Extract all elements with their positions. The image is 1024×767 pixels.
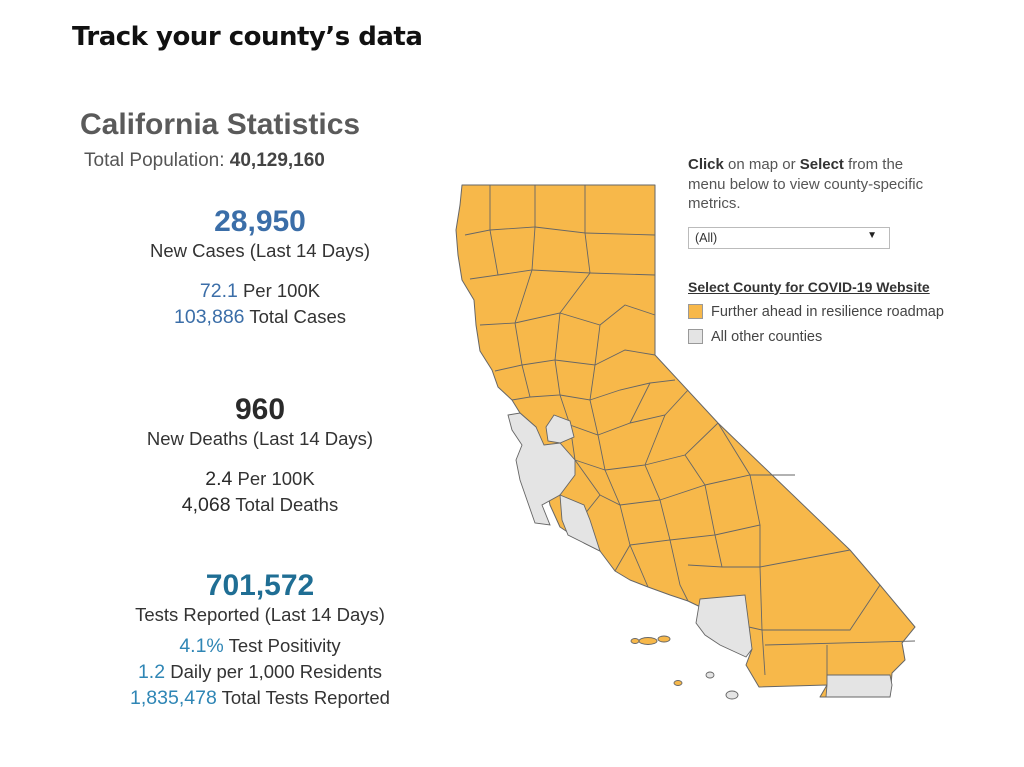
county-los-angeles[interactable] [695,594,753,658]
island-orange-4 [673,680,683,686]
new-cases-value: 28,950 [214,205,306,238]
click-keyword: Click [688,156,724,173]
deaths-per100k-value: 2.4 [205,468,233,490]
cases-per100k-value: 72.1 [199,280,238,302]
new-deaths-value: 960 [234,393,286,426]
county-sf-penin[interactable] [545,414,575,444]
california-county-map[interactable] [450,175,930,720]
stats-title: California Statistics [80,108,361,141]
county-bay-area[interactable] [507,412,576,526]
select-text: from the menu below to view county-speci… [688,156,924,212]
select-keyword: Select [799,156,844,173]
legend-item-other[interactable]: All other counties [688,329,968,345]
county-select-dropdown[interactable]: (All) ▼ [688,226,890,249]
test-positivity: 4.1% Test Positivity [100,633,420,659]
cases-per100k-label: Per 100K [242,280,321,301]
legend-title[interactable]: Select County for COVID-19 Website [688,278,930,295]
population-label: Total Population: [84,150,225,171]
deaths-block: 960 New Deaths (Last 14 Days) 2.4 Per 10… [100,393,420,518]
cases-block: 28,950 New Cases (Last 14 Days) 72.1 Per… [100,205,420,330]
cases-total-value: 103,886 [174,306,245,328]
page-title: Track your county’s data [72,22,423,52]
tests-total-value: 1,835,478 [130,687,217,709]
island-orange-1 [638,637,658,645]
deaths-per100k: 2.4 Per 100K [100,466,420,492]
legend-label-other: All other counties [711,328,823,345]
deaths-per100k-label: Per 100K [237,468,315,489]
population-value: 40,129,160 [229,150,325,171]
deaths-total: 4,068 Total Deaths [100,492,420,518]
deaths-total-value: 4,068 [181,494,231,516]
island-orange-3 [630,638,640,644]
island-gray-2 [705,671,715,679]
tests-block: 701,572 Tests Reported (Last 14 Days) 4.… [100,569,420,711]
new-deaths-label: New Deaths (Last 14 Days) [146,428,374,449]
tests-total-label: Total Tests Reported [221,687,390,708]
new-cases-label: New Cases (Last 14 Days) [149,240,371,261]
test-positivity-value: 4.1% [179,635,224,657]
cases-total-label: Total Cases [249,306,346,327]
cases-per100k: 72.1 Per 100K [100,278,420,304]
dropdown-value: (All) [695,230,718,245]
tests-daily-label: Daily per 1,000 Residents [170,661,383,682]
legend-swatch-ahead [688,304,703,319]
population-line: Total Population: 40,129,160 [84,150,325,172]
legend-swatch-other [688,329,703,344]
cases-total: 103,886 Total Cases [100,304,420,330]
legend-label-ahead: Further ahead in resilience roadmap [711,303,944,320]
county-santa-clara-monterey[interactable] [559,494,601,552]
instructions: Click on map or Select from the menu bel… [688,155,943,214]
island-gray-1 [725,690,739,700]
tests-daily-value: 1.2 [137,661,166,683]
control-panel: Click on map or Select from the menu bel… [688,155,968,345]
new-tests-label: Tests Reported (Last 14 Days) [135,604,385,625]
tests-daily: 1.2 Daily per 1,000 Residents [100,659,420,685]
legend-item-ahead[interactable]: Further ahead in resilience roadmap [688,304,968,320]
chevron-down-icon[interactable]: ▼ [867,229,877,241]
county-borders [464,185,916,685]
county-imperial[interactable] [825,674,893,698]
island-orange-2 [657,635,671,643]
new-tests-value: 701,572 [205,569,315,602]
test-positivity-label: Test Positivity [228,635,341,656]
deaths-total-label: Total Deaths [235,494,339,515]
tests-total: 1,835,478 Total Tests Reported [100,685,420,711]
click-text: on map or [723,156,800,173]
